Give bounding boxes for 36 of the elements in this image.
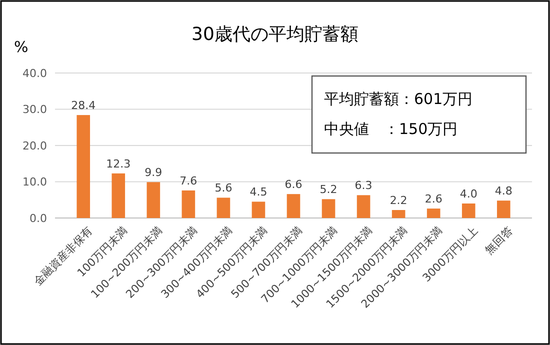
data-label: 2.2 [390,194,408,208]
y-tick-label: 40.0 [22,66,47,80]
data-label: 28.4 [71,99,96,112]
bar [322,199,336,218]
data-label: 7.6 [180,174,198,188]
bar [76,115,90,218]
x-tick-label: 無回答 [482,224,516,257]
bar [356,195,370,218]
bar [182,190,196,218]
y-axis-title: % [14,38,28,56]
chart-title: 30歳代の平均貯蓄額 [192,24,358,45]
bar [286,194,300,218]
bar [252,202,266,218]
y-tick-label: 30.0 [22,103,47,116]
bar [462,204,476,218]
annotation: 平均貯蓄額：601万円 [324,90,473,108]
data-label: 9.9 [144,166,162,180]
bar [392,210,406,218]
bar [426,208,440,218]
data-label: 5.6 [214,182,232,195]
data-label: 6.3 [354,179,372,192]
bar [216,198,230,218]
data-label: 5.2 [320,183,338,196]
y-tick-label: 20.0 [22,139,47,152]
data-label: 6.6 [284,178,302,192]
data-label: 12.3 [106,157,131,170]
y-tick-label: 0.0 [30,212,47,225]
bar [496,200,510,218]
data-label: 4.8 [494,184,512,198]
y-tick-label: 10.0 [22,176,47,189]
data-label: 4.0 [460,188,478,200]
data-label: 4.5 [250,186,268,199]
data-label: 2.6 [424,192,442,206]
annotation: 中央値 ：150万円 [324,120,458,138]
bar [112,173,126,218]
bar [146,182,160,218]
